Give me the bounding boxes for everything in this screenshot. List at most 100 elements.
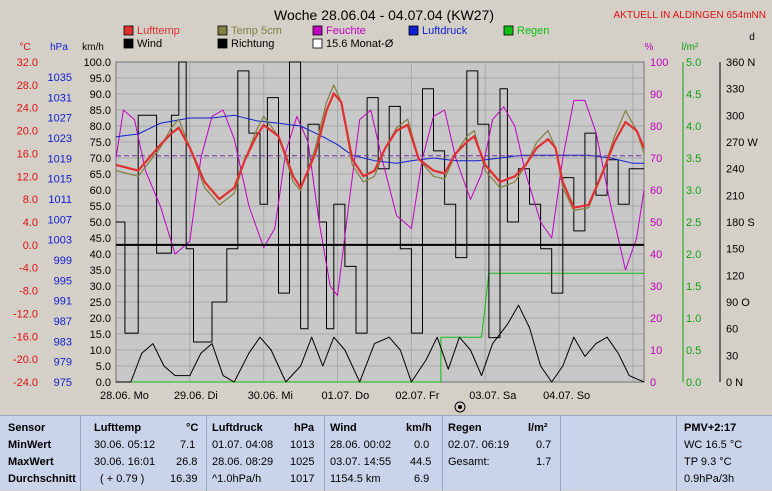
temp-tick-label: -8.0 <box>19 286 38 298</box>
temp-tick-label: -12.0 <box>13 308 38 320</box>
legend-label: 15.6 Monat-Ø <box>326 38 394 50</box>
humidity-tick-label: 80 <box>650 121 662 133</box>
unit-label-rain: l/m² <box>682 42 699 53</box>
pressure-tick-label: 995 <box>54 275 72 287</box>
day-label: 03.07. Sa <box>469 390 517 402</box>
humidity-tick-label: 30 <box>650 281 662 293</box>
row-label: MaxWert <box>8 456 54 468</box>
pressure-tick-label: 991 <box>54 296 72 308</box>
rain-total-value: 1.7 <box>536 456 552 468</box>
table-header-row: Sensor Lufttemp °C Luftdruck hPa Wind km… <box>0 422 772 439</box>
direction-tick-label: 60 <box>726 324 738 336</box>
divider <box>442 416 443 491</box>
grid <box>116 62 644 382</box>
temp-avg-delta: ( + 0.79 ) <box>100 473 145 485</box>
rain-tick-label: 1.5 <box>686 281 701 293</box>
humidity-tick-label: 60 <box>650 185 662 197</box>
day-label: 28.06. Mo <box>100 390 149 402</box>
direction-tick-label: 30 <box>726 350 738 362</box>
series-line-lufttemp <box>115 92 646 209</box>
legend-swatch <box>312 38 323 49</box>
legend-label: Temp 5cm <box>231 25 282 37</box>
unit-label-humidity: % <box>645 42 654 53</box>
pressure-tick-label: 1019 <box>48 153 72 165</box>
wind-tick-label: 15.0 <box>90 329 111 341</box>
day-label: 02.07. Fr <box>395 390 439 402</box>
scroll-handle[interactable] <box>454 401 466 413</box>
divider <box>206 416 207 491</box>
legend-swatch <box>123 25 134 36</box>
legend-label: Regen <box>517 25 549 37</box>
temp-tick-label: 12.0 <box>17 171 38 183</box>
wind-max-time: 03.07. 14:55 <box>330 456 392 468</box>
pressure-tick-label: 983 <box>54 336 72 348</box>
press-min-time: 01.07. 04:08 <box>212 439 274 451</box>
legend-swatch <box>503 25 514 36</box>
weather-chart: °C hPa km/h% l/m² d 32.0 28.0 24.0 20.0 16.0 12.0 8… <box>12 7 766 413</box>
pressure-tick-label: 1031 <box>48 92 72 104</box>
press-trend: ^1.0hPa/h <box>212 473 262 485</box>
temp-avg-value: 16.39 <box>170 473 198 485</box>
temp-min-value: 7.1 <box>180 439 196 451</box>
wind-tick-label: 20.0 <box>90 313 111 325</box>
temp-tick-label: 28.0 <box>17 80 38 92</box>
direction-tick-label: 300 <box>726 110 744 122</box>
temp-max-time: 30.06. 16:01 <box>94 456 156 468</box>
series-line-richtung <box>116 61 644 343</box>
wind-tick-label: 70.0 <box>90 153 111 165</box>
direction-tick-label: 360 N <box>726 57 755 69</box>
unit-label-pressure: hPa <box>50 42 68 53</box>
row-label: MinWert <box>8 439 52 451</box>
rain-tick-label: 1.0 <box>686 313 701 325</box>
press-min-value: 1013 <box>290 439 315 451</box>
wind-tick-label: 40.0 <box>90 249 111 261</box>
statistics-panel: Sensor Lufttemp °C Luftdruck hPa Wind km… <box>0 415 772 491</box>
day-label: 04.07. So <box>543 390 590 402</box>
rain-tick-label: 3.5 <box>686 153 701 165</box>
pmv-line-3: 0.9hPa/3h <box>684 473 735 485</box>
humidity-tick-label: 10 <box>650 345 662 357</box>
wind-min-time: 28.06. 00:02 <box>330 439 392 451</box>
pressure-tick-label: 987 <box>54 316 72 328</box>
series-line-regen <box>116 272 644 383</box>
col-rain-title: Regen <box>448 422 482 434</box>
unit-label-temp: °C <box>19 42 30 53</box>
divider <box>80 416 81 491</box>
temp-tick-label: 4.0 <box>23 217 38 229</box>
divider <box>676 416 677 491</box>
table-row-avg: Durchschnitt ( + 0.79 ) 16.39 ^1.0hPa/h … <box>0 473 772 490</box>
pressure-tick-label: 1007 <box>48 214 72 226</box>
press-max-value: 1025 <box>290 456 315 468</box>
wind-tick-label: 80.0 <box>90 121 111 133</box>
table-row-min: MinWert 30.06. 05:12 7.1 01.07. 04:08 10… <box>0 439 772 456</box>
temp-tick-label: 16.0 <box>17 148 38 160</box>
humidity-tick-label: 40 <box>650 249 662 261</box>
legend-swatch <box>217 25 228 36</box>
axis-labels: °C hPa km/h% l/m² d 32.0 28.0 24.0 20.0 16.0 12.0 8… <box>13 32 758 402</box>
wind-tick-label: 0.0 <box>96 377 111 389</box>
col-press-title: Luftdruck <box>212 422 263 434</box>
day-label: 01.07. Do <box>322 390 370 402</box>
direction-tick-label: 270 W <box>726 137 758 149</box>
pmv-line-1: WC 16.5 °C <box>684 439 743 451</box>
series-layer <box>115 61 646 383</box>
direction-tick-label: 240 <box>726 164 744 176</box>
temp-tick-label: -4.0 <box>19 263 38 275</box>
direction-tick-label: 210 <box>726 190 744 202</box>
scroll-handle-dot <box>458 405 462 409</box>
rain-total-label: Gesamt: <box>448 456 490 468</box>
rain-tick-label: 0.0 <box>686 377 701 389</box>
temp-tick-label: 24.0 <box>17 103 38 115</box>
rain-tick-label: 5.0 <box>686 57 701 69</box>
direction-tick-label: 90 O <box>726 297 750 309</box>
pressure-tick-label: 1015 <box>48 174 72 186</box>
unit-label-wind: km/h <box>82 42 104 53</box>
pressure-tick-label: 999 <box>54 255 72 267</box>
pressure-tick-label: 1011 <box>48 194 72 206</box>
wind-avg-value: 6.9 <box>414 473 430 485</box>
wind-tick-label: 45.0 <box>90 233 111 245</box>
temp-min-time: 30.06. 05:12 <box>94 439 156 451</box>
rain-tick-label: 2.5 <box>686 217 701 229</box>
temp-tick-label: 20.0 <box>17 126 38 138</box>
